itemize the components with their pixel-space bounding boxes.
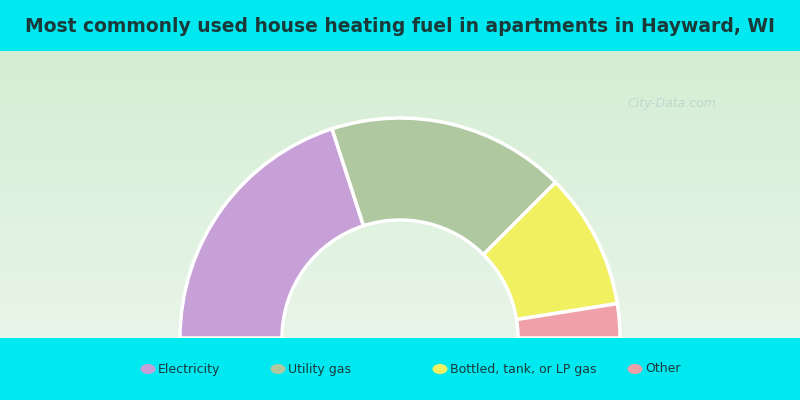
Bar xyxy=(0,312,800,316)
Bar xyxy=(0,326,800,331)
Bar xyxy=(0,212,800,216)
Bar xyxy=(0,105,800,109)
Bar xyxy=(0,194,800,198)
Ellipse shape xyxy=(433,364,447,374)
Bar xyxy=(0,83,800,88)
Bar xyxy=(0,201,800,206)
Bar xyxy=(0,98,800,102)
Bar xyxy=(0,166,800,170)
Bar xyxy=(0,290,800,295)
Bar xyxy=(0,319,800,324)
Wedge shape xyxy=(483,182,618,320)
Bar xyxy=(0,219,800,224)
Bar xyxy=(0,126,800,131)
Bar xyxy=(0,180,800,184)
Bar xyxy=(0,119,800,124)
Bar xyxy=(0,54,800,59)
Bar xyxy=(0,338,800,400)
Wedge shape xyxy=(332,118,555,254)
Wedge shape xyxy=(517,304,620,338)
Bar xyxy=(0,101,800,106)
Bar xyxy=(0,308,800,313)
Bar xyxy=(0,233,800,238)
Bar xyxy=(0,62,800,66)
Text: Other: Other xyxy=(645,362,681,376)
Bar xyxy=(0,151,800,156)
Bar xyxy=(0,251,800,256)
Bar xyxy=(0,280,800,284)
Bar xyxy=(0,323,800,327)
Bar xyxy=(0,176,800,181)
Bar xyxy=(0,76,800,80)
Bar xyxy=(0,51,800,56)
Bar xyxy=(0,65,800,70)
Bar xyxy=(0,334,800,338)
Bar xyxy=(0,222,800,227)
Bar xyxy=(0,115,800,120)
Bar xyxy=(0,283,800,288)
Bar xyxy=(0,226,800,231)
Bar xyxy=(0,287,800,292)
Text: Most commonly used house heating fuel in apartments in Hayward, WI: Most commonly used house heating fuel in… xyxy=(25,16,775,36)
Text: Electricity: Electricity xyxy=(158,362,220,376)
Bar xyxy=(0,144,800,148)
Bar xyxy=(0,240,800,245)
Bar xyxy=(0,122,800,127)
Bar xyxy=(0,169,800,174)
Bar xyxy=(0,130,800,134)
Bar xyxy=(0,330,800,334)
Bar xyxy=(0,90,800,95)
Bar xyxy=(0,190,800,195)
Bar xyxy=(0,69,800,74)
Bar xyxy=(0,198,800,202)
Bar xyxy=(0,137,800,141)
Bar xyxy=(0,94,800,98)
Bar xyxy=(0,266,800,270)
Bar xyxy=(0,140,800,145)
Bar xyxy=(0,301,800,306)
Bar xyxy=(0,172,800,177)
Bar xyxy=(0,162,800,166)
Bar xyxy=(0,87,800,91)
Text: City-Data.com: City-Data.com xyxy=(627,97,717,110)
Bar xyxy=(0,155,800,159)
Bar xyxy=(0,237,800,242)
Ellipse shape xyxy=(270,364,286,374)
Bar xyxy=(0,205,800,209)
Bar xyxy=(0,273,800,277)
Bar xyxy=(0,305,800,310)
Bar xyxy=(0,148,800,152)
Bar xyxy=(0,298,800,302)
Text: Utility gas: Utility gas xyxy=(288,362,351,376)
Bar xyxy=(0,158,800,163)
Bar xyxy=(0,72,800,77)
Bar xyxy=(0,133,800,138)
Wedge shape xyxy=(180,129,363,338)
Bar xyxy=(0,269,800,274)
Bar xyxy=(0,230,800,234)
Bar xyxy=(0,316,800,320)
Bar xyxy=(0,216,800,220)
Text: Bottled, tank, or LP gas: Bottled, tank, or LP gas xyxy=(450,362,597,376)
Bar xyxy=(0,244,800,249)
Bar xyxy=(0,108,800,113)
Bar xyxy=(0,187,800,192)
Bar xyxy=(0,294,800,299)
Bar xyxy=(0,183,800,188)
Ellipse shape xyxy=(141,364,155,374)
Bar xyxy=(0,208,800,213)
Bar xyxy=(0,112,800,116)
Bar xyxy=(0,276,800,281)
Bar xyxy=(0,255,800,259)
Bar xyxy=(0,80,800,84)
Ellipse shape xyxy=(627,364,642,374)
Bar xyxy=(0,58,800,63)
Bar xyxy=(0,258,800,263)
Bar xyxy=(0,262,800,266)
Bar xyxy=(0,248,800,252)
